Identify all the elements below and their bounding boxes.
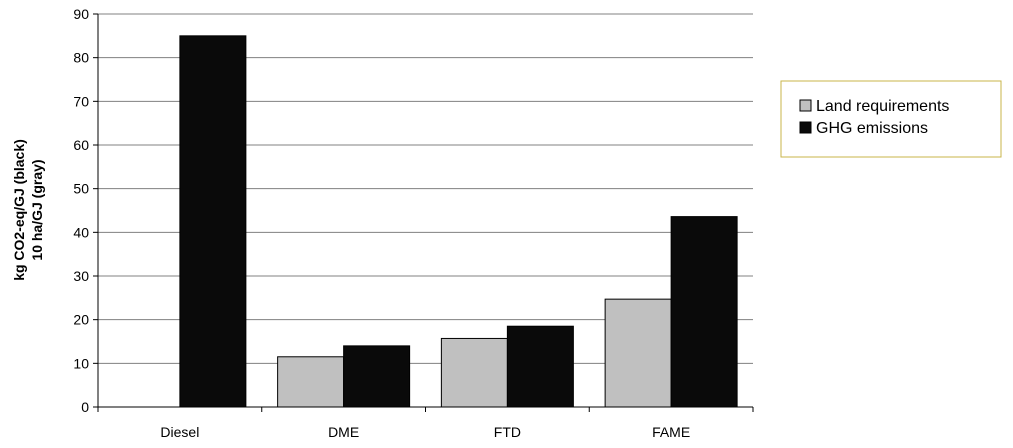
y-tick-label: 70 <box>73 93 89 109</box>
legend-swatch <box>799 121 812 134</box>
x-axis-ticks: Diesel DME FTD FAME <box>97 407 754 440</box>
bars <box>179 35 738 408</box>
bar-land-requirements-ftd <box>440 337 508 408</box>
legend-swatch <box>799 99 812 112</box>
x-tick-label: FTD <box>494 424 521 440</box>
y-tick-label: 10 <box>73 355 89 371</box>
y-axis-title-line: 10 ha/GJ (gray) <box>29 159 45 260</box>
legend-label: Land requirements <box>816 98 949 115</box>
legend: Land requirements GHG emissions <box>780 80 1002 158</box>
y-tick-label: 40 <box>73 224 89 240</box>
y-tick-label: 60 <box>73 137 89 153</box>
y-tick-label: 0 <box>81 399 89 415</box>
x-tick-label: DME <box>328 424 359 440</box>
bar-land-requirements-dme <box>277 356 345 408</box>
bar-ghg-emissions-fame <box>670 216 738 408</box>
bar-ghg-emissions-ftd <box>506 325 574 408</box>
y-axis-ticks: 0 10 20 30 40 50 60 70 80 90 <box>73 6 98 415</box>
y-tick-label: 30 <box>73 268 89 284</box>
y-tick-label: 90 <box>73 6 89 22</box>
x-tick-label: Diesel <box>160 424 199 440</box>
y-tick-label: 50 <box>73 181 89 197</box>
bar-ghg-emissions-diesel <box>179 35 247 408</box>
legend-box <box>780 80 1002 158</box>
bar-ghg-emissions-dme <box>343 345 411 408</box>
y-tick-label: 80 <box>73 50 89 66</box>
x-tick-label: FAME <box>652 424 690 440</box>
bar-land-requirements-fame <box>604 298 672 408</box>
y-axis-title-line: kg CO2-eq/GJ (black) <box>11 139 27 281</box>
legend-label: GHG emissions <box>816 120 928 137</box>
y-axis-title: kg CO2-eq/GJ (black) 10 ha/GJ (gray) <box>11 139 45 281</box>
y-tick-label: 20 <box>73 312 89 328</box>
